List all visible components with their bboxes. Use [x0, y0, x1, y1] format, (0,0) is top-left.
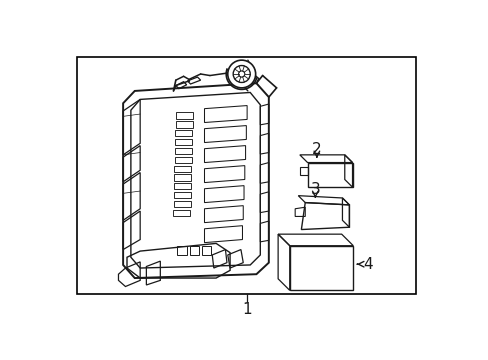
Bar [77, 57, 415, 294]
Bar [177, 247, 186, 255]
Bar [175, 130, 192, 136]
Bar [173, 192, 190, 198]
Bar [174, 166, 191, 172]
Bar [175, 139, 192, 145]
Bar [176, 112, 192, 119]
Bar [174, 183, 191, 189]
Text: 1: 1 [242, 302, 251, 317]
Bar [174, 157, 191, 163]
Bar [173, 210, 190, 216]
Bar [174, 175, 191, 181]
Text: 2: 2 [311, 142, 321, 157]
Bar [189, 247, 199, 255]
Bar [202, 247, 211, 255]
Bar [173, 201, 190, 207]
Text: 3: 3 [310, 182, 320, 197]
Bar [175, 148, 192, 154]
Bar [175, 121, 192, 127]
Text: 4: 4 [363, 257, 372, 272]
Circle shape [227, 60, 255, 88]
